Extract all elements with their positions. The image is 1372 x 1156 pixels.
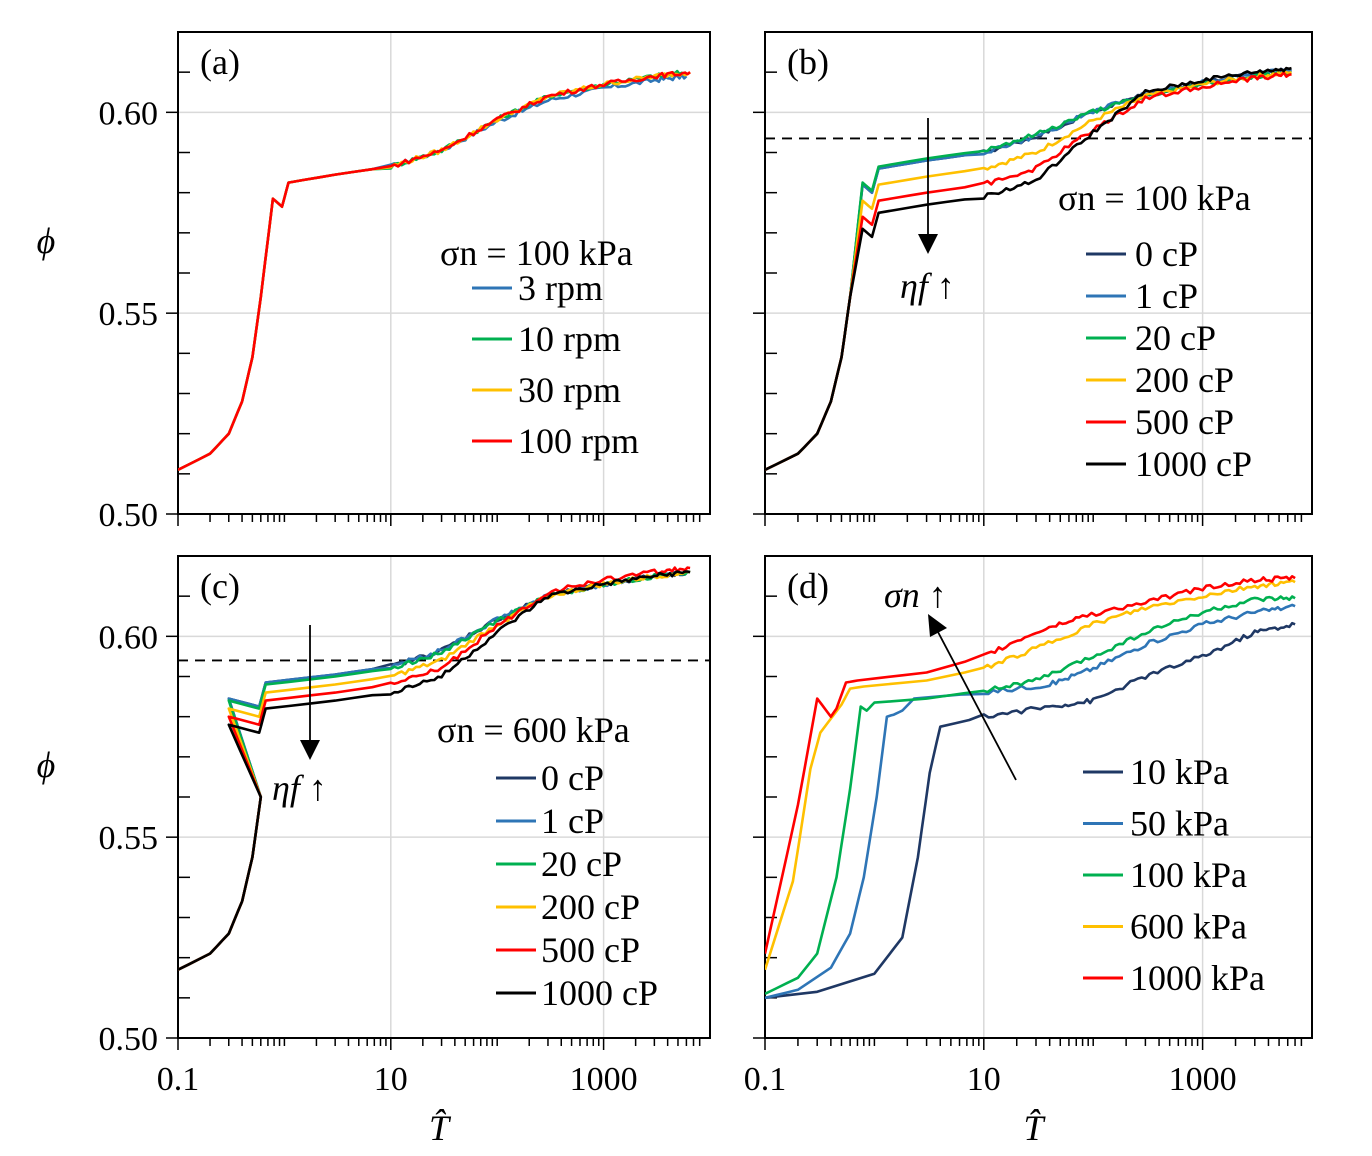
- series-line-10-kPa: [765, 621, 1296, 1000]
- y-tick-label: 0.55: [99, 820, 159, 857]
- legend-label: 500 cP: [541, 930, 640, 970]
- annotation-arrowhead: [300, 740, 320, 760]
- y-tick-label: 0.55: [99, 296, 159, 333]
- legend-label: 1000 kPa: [1130, 958, 1265, 998]
- series-line-1000-cP: [178, 570, 691, 971]
- legend-label: 20 cP: [541, 844, 622, 884]
- legend-label: 100 rpm: [518, 421, 639, 461]
- legend-label: 1 cP: [1135, 276, 1198, 316]
- x-tick-label: 0.1: [157, 1061, 200, 1098]
- series-line-100-rpm: [178, 70, 691, 471]
- legend-label: 0 cP: [1135, 234, 1198, 274]
- legend-label: 0 cP: [541, 758, 604, 798]
- series-group: [765, 66, 1292, 471]
- panel-d: 0.1 10 1000 T̂ (d) 10 kPa 50 kPa 100 kPa 600 kPa…: [744, 555, 1313, 1148]
- legend-label: 500 cP: [1135, 402, 1234, 442]
- panel-label: (d): [787, 566, 829, 606]
- x-tick-label: 10: [374, 1061, 408, 1098]
- legend-label: 1000 cP: [541, 973, 658, 1013]
- annotation-text: σn ↑: [884, 575, 947, 615]
- y-tick-label: 0.60: [99, 95, 159, 132]
- legend-label: 50 kPa: [1130, 804, 1229, 844]
- y-tick-label: 0.50: [99, 1021, 159, 1058]
- x-tick-label: 1000: [1169, 1061, 1237, 1098]
- x-tick-label: 1000: [570, 1061, 638, 1098]
- x-tick-label: 10: [967, 1061, 1001, 1098]
- panel-label: (a): [200, 42, 240, 82]
- legend-label: 10 kPa: [1130, 752, 1229, 792]
- x-axis-title: T̂: [429, 1108, 452, 1148]
- legend-label: 10 rpm: [518, 319, 621, 359]
- y-tick-label: 0.60: [99, 619, 159, 656]
- series-line-500-cP: [765, 71, 1292, 471]
- legend-title: σn = 100 kPa: [440, 233, 633, 273]
- legend-label: 1 cP: [541, 801, 604, 841]
- x-tick-label: 0.1: [744, 1061, 787, 1098]
- series-group: [765, 575, 1296, 1000]
- x-axis-title: T̂: [1023, 1108, 1046, 1148]
- y-axis-title: ϕ: [37, 745, 56, 785]
- legend-label: 3 rpm: [518, 268, 603, 308]
- legend-label: 200 cP: [541, 887, 640, 927]
- series-group: [178, 69, 691, 471]
- series-line-600-kPa: [765, 579, 1296, 971]
- annotation-arrowhead: [928, 614, 947, 637]
- legend-title: σn = 100 kPa: [1058, 178, 1251, 218]
- legend-label: 1000 cP: [1135, 444, 1252, 484]
- y-axis-title: ϕ: [37, 221, 56, 261]
- panel-c: 0.50 0.55 0.60 0.1 10 1000 ϕ T̂ (c) σn = 600 kPa 0…: [37, 555, 711, 1148]
- series-line-100-kPa: [765, 595, 1296, 995]
- legend-label: 200 cP: [1135, 360, 1234, 400]
- series-line-50-kPa: [765, 603, 1296, 1000]
- legend-label: 30 rpm: [518, 370, 621, 410]
- series-line-500-cP: [178, 566, 691, 971]
- series-line-1000-kPa: [765, 575, 1296, 954]
- panel-label: (b): [787, 42, 829, 82]
- legend-title: σn = 600 kPa: [437, 710, 630, 750]
- annotation-arrow: [937, 631, 1017, 781]
- series-line-1000-cP: [765, 66, 1292, 471]
- annotation-text: ηf ↑: [900, 266, 955, 306]
- annotation-text: ηf ↑: [272, 768, 327, 808]
- panel-label: (c): [200, 566, 240, 606]
- series-group: [178, 566, 691, 971]
- legend-label: 600 kPa: [1130, 907, 1247, 947]
- legend-label: 100 kPa: [1130, 855, 1247, 895]
- y-tick-label: 0.50: [99, 497, 159, 534]
- legend-label: 20 cP: [1135, 318, 1216, 358]
- annotation-arrowhead: [918, 234, 938, 254]
